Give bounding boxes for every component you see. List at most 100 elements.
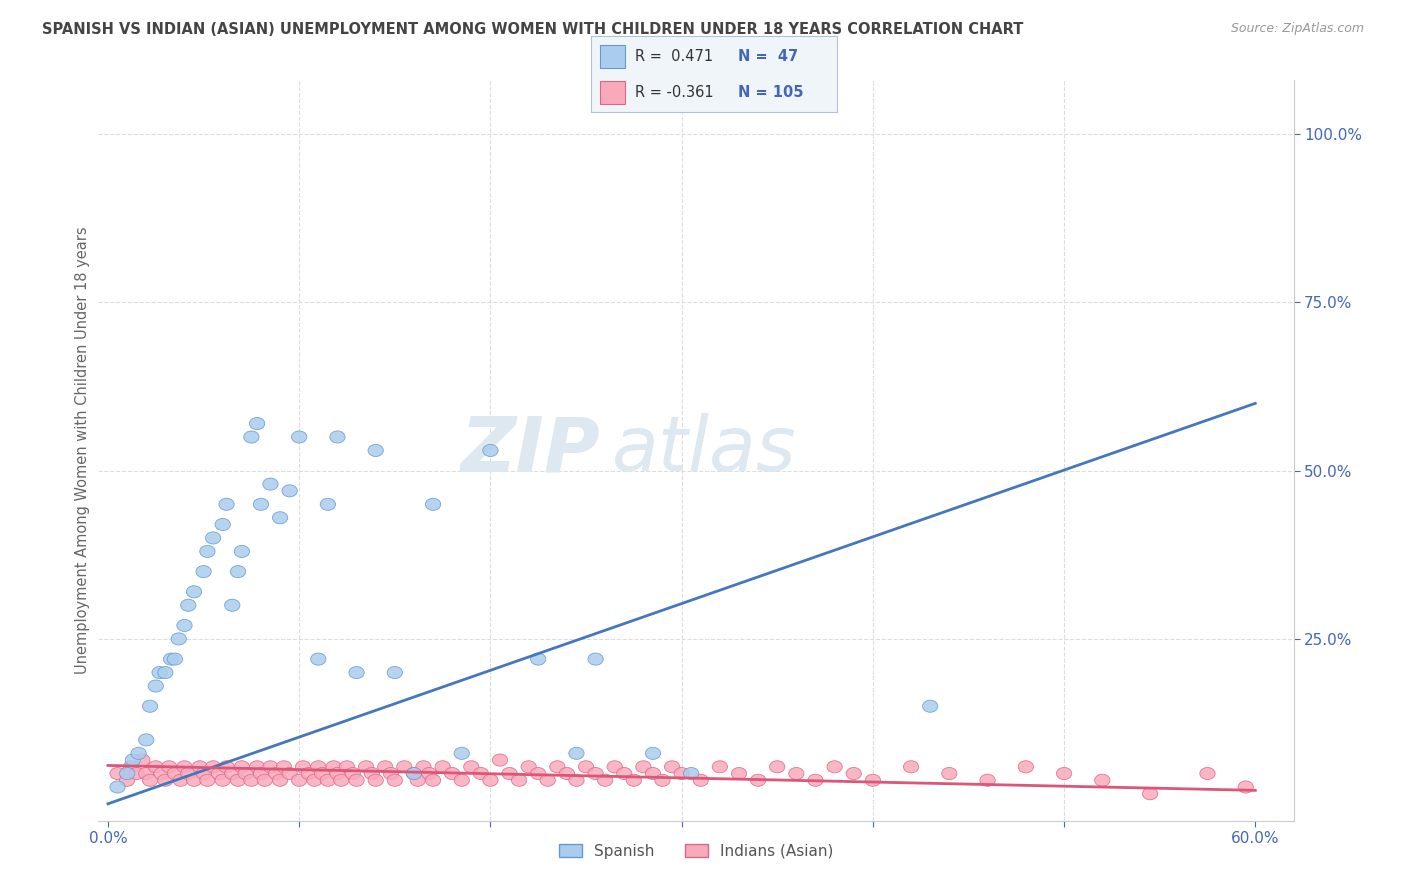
Ellipse shape <box>195 566 211 578</box>
Ellipse shape <box>124 761 139 772</box>
Ellipse shape <box>187 774 201 787</box>
Ellipse shape <box>139 734 153 746</box>
Ellipse shape <box>578 761 593 772</box>
FancyBboxPatch shape <box>600 81 624 104</box>
Ellipse shape <box>172 632 187 645</box>
Ellipse shape <box>530 767 546 780</box>
Ellipse shape <box>406 767 422 780</box>
Ellipse shape <box>569 774 583 787</box>
Ellipse shape <box>406 767 422 780</box>
Ellipse shape <box>142 700 157 713</box>
Ellipse shape <box>110 767 125 780</box>
Ellipse shape <box>135 754 150 766</box>
Ellipse shape <box>235 761 249 772</box>
Ellipse shape <box>177 619 193 632</box>
Ellipse shape <box>153 767 169 780</box>
Ellipse shape <box>148 680 163 692</box>
Text: atlas: atlas <box>613 414 797 487</box>
Ellipse shape <box>865 774 880 787</box>
Ellipse shape <box>827 761 842 772</box>
Ellipse shape <box>922 700 938 713</box>
Ellipse shape <box>291 431 307 443</box>
Ellipse shape <box>120 774 135 787</box>
Ellipse shape <box>139 767 153 780</box>
Ellipse shape <box>249 761 264 772</box>
Ellipse shape <box>205 761 221 772</box>
Ellipse shape <box>454 774 470 787</box>
Ellipse shape <box>904 761 918 772</box>
Ellipse shape <box>162 761 177 772</box>
Ellipse shape <box>942 767 957 780</box>
Ellipse shape <box>540 774 555 787</box>
Ellipse shape <box>225 767 240 780</box>
Ellipse shape <box>276 761 291 772</box>
Ellipse shape <box>187 586 201 598</box>
Legend: Spanish, Indians (Asian): Spanish, Indians (Asian) <box>553 838 839 865</box>
Ellipse shape <box>464 761 479 772</box>
Ellipse shape <box>307 774 322 787</box>
Ellipse shape <box>426 774 440 787</box>
Ellipse shape <box>550 761 565 772</box>
Ellipse shape <box>560 767 575 780</box>
Text: N =  47: N = 47 <box>738 49 799 63</box>
Y-axis label: Unemployment Among Women with Children Under 18 years: Unemployment Among Women with Children U… <box>75 227 90 674</box>
Ellipse shape <box>617 767 631 780</box>
Ellipse shape <box>231 774 246 787</box>
Ellipse shape <box>131 747 146 759</box>
Ellipse shape <box>645 747 661 759</box>
Ellipse shape <box>110 780 125 793</box>
Ellipse shape <box>263 761 278 772</box>
Ellipse shape <box>180 599 195 611</box>
Ellipse shape <box>492 754 508 766</box>
Ellipse shape <box>238 767 253 780</box>
Ellipse shape <box>769 761 785 772</box>
Ellipse shape <box>291 774 307 787</box>
Ellipse shape <box>283 484 297 497</box>
Ellipse shape <box>215 774 231 787</box>
Ellipse shape <box>751 774 766 787</box>
Ellipse shape <box>157 774 173 787</box>
Ellipse shape <box>173 774 188 787</box>
Ellipse shape <box>167 653 183 665</box>
Ellipse shape <box>148 761 163 772</box>
Ellipse shape <box>626 774 641 787</box>
Ellipse shape <box>1056 767 1071 780</box>
Ellipse shape <box>243 431 259 443</box>
Ellipse shape <box>422 767 437 780</box>
Ellipse shape <box>980 774 995 787</box>
Ellipse shape <box>396 761 412 772</box>
Ellipse shape <box>311 761 326 772</box>
Text: N = 105: N = 105 <box>738 85 804 100</box>
Ellipse shape <box>673 767 689 780</box>
Ellipse shape <box>846 767 862 780</box>
Ellipse shape <box>1199 767 1215 780</box>
Ellipse shape <box>253 499 269 510</box>
Ellipse shape <box>693 774 709 787</box>
Ellipse shape <box>243 774 259 787</box>
Ellipse shape <box>177 761 193 772</box>
Ellipse shape <box>426 499 440 510</box>
Ellipse shape <box>384 767 399 780</box>
Ellipse shape <box>311 653 326 665</box>
Ellipse shape <box>368 444 384 457</box>
Ellipse shape <box>129 767 145 780</box>
Ellipse shape <box>157 666 173 679</box>
Ellipse shape <box>607 761 623 772</box>
Ellipse shape <box>1239 780 1253 793</box>
Ellipse shape <box>163 653 179 665</box>
Ellipse shape <box>231 566 246 578</box>
Ellipse shape <box>180 767 195 780</box>
Ellipse shape <box>364 767 380 780</box>
Ellipse shape <box>434 761 450 772</box>
Ellipse shape <box>1143 788 1157 800</box>
Text: Source: ZipAtlas.com: Source: ZipAtlas.com <box>1230 22 1364 36</box>
Ellipse shape <box>411 774 426 787</box>
Ellipse shape <box>257 774 273 787</box>
Ellipse shape <box>731 767 747 780</box>
Ellipse shape <box>211 767 226 780</box>
Ellipse shape <box>598 774 613 787</box>
Ellipse shape <box>301 767 316 780</box>
Ellipse shape <box>253 767 269 780</box>
Ellipse shape <box>330 431 344 443</box>
Ellipse shape <box>193 761 208 772</box>
